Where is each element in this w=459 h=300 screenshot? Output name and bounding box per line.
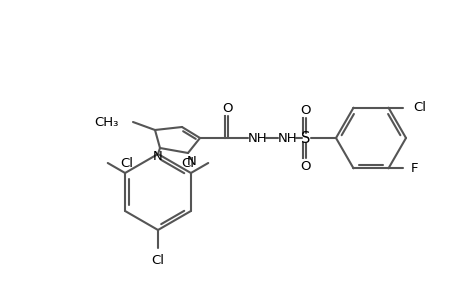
Text: NH: NH [278, 131, 297, 145]
Text: Cl: Cl [181, 157, 194, 169]
Text: Cl: Cl [119, 157, 133, 169]
Text: CH₃: CH₃ [95, 116, 119, 128]
Text: O: O [300, 160, 311, 172]
Text: O: O [300, 103, 311, 116]
Text: NH: NH [248, 131, 267, 145]
Text: N: N [153, 149, 162, 163]
Text: F: F [409, 162, 417, 175]
Text: Cl: Cl [151, 254, 164, 266]
Text: N: N [187, 154, 196, 167]
Text: O: O [222, 101, 233, 115]
Text: S: S [301, 130, 310, 146]
Text: Cl: Cl [413, 101, 425, 114]
